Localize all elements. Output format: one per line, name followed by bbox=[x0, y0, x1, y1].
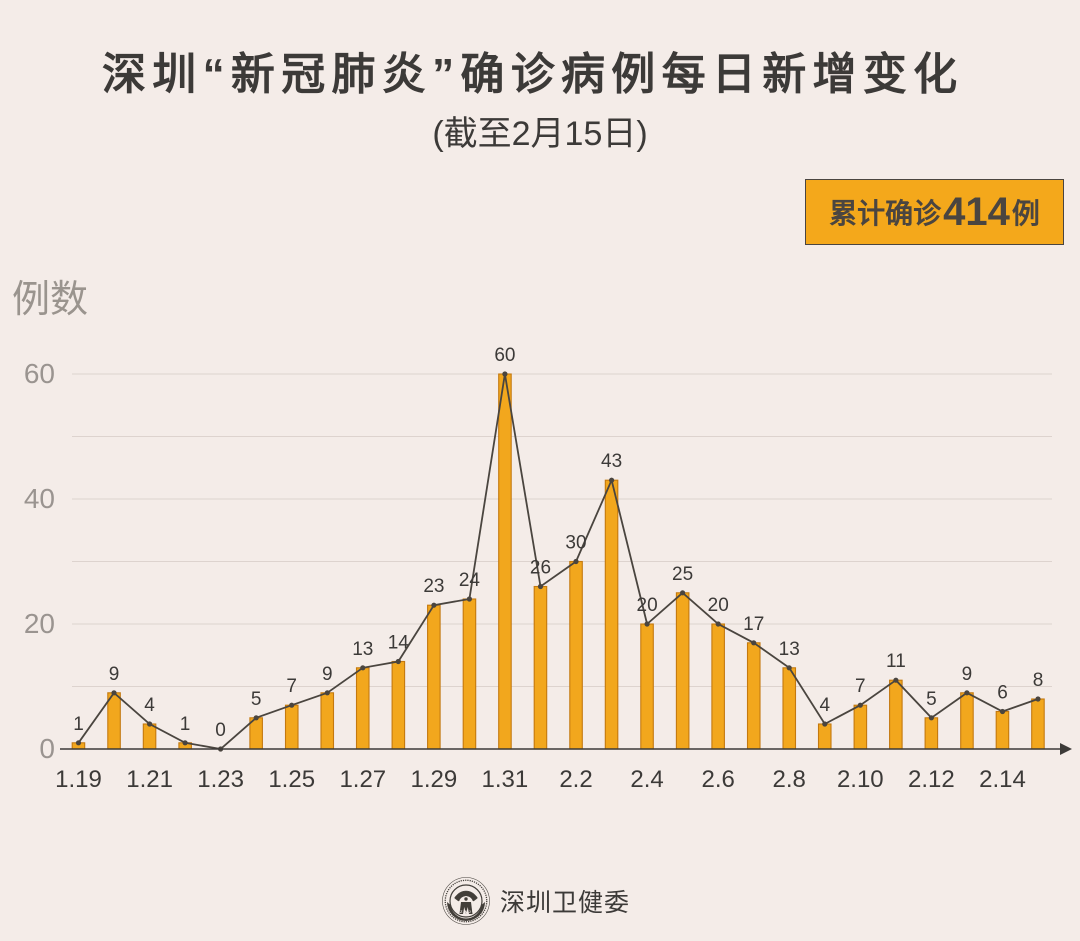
svg-text:1: 1 bbox=[180, 714, 191, 735]
svg-text:2.8: 2.8 bbox=[773, 766, 806, 793]
svg-text:1: 1 bbox=[73, 714, 84, 735]
svg-text:14: 14 bbox=[388, 633, 410, 654]
svg-text:2.14: 2.14 bbox=[979, 766, 1026, 793]
svg-text:5: 5 bbox=[926, 689, 937, 710]
svg-text:2.4: 2.4 bbox=[630, 766, 663, 793]
svg-text:24: 24 bbox=[459, 570, 481, 591]
svg-text:0: 0 bbox=[39, 733, 55, 764]
svg-text:60: 60 bbox=[24, 358, 55, 389]
svg-text:2.12: 2.12 bbox=[908, 766, 955, 793]
svg-text:9: 9 bbox=[322, 664, 333, 685]
svg-text:40: 40 bbox=[24, 483, 55, 514]
svg-text:13: 13 bbox=[779, 639, 800, 660]
svg-text:1.31: 1.31 bbox=[482, 766, 529, 793]
svg-text:2.10: 2.10 bbox=[837, 766, 884, 793]
svg-text:9: 9 bbox=[962, 664, 973, 685]
svg-text:1.27: 1.27 bbox=[339, 766, 386, 793]
svg-text:11: 11 bbox=[886, 651, 906, 672]
svg-text:30: 30 bbox=[565, 533, 586, 554]
svg-text:5: 5 bbox=[251, 689, 262, 710]
svg-text:17: 17 bbox=[743, 614, 764, 635]
svg-text:60: 60 bbox=[494, 345, 515, 366]
svg-text:25: 25 bbox=[672, 564, 693, 585]
svg-text:1.29: 1.29 bbox=[411, 766, 458, 793]
svg-text:9: 9 bbox=[109, 664, 120, 685]
svg-text:1.25: 1.25 bbox=[268, 766, 315, 793]
svg-text:7: 7 bbox=[286, 676, 297, 697]
svg-text:2.6: 2.6 bbox=[702, 766, 735, 793]
svg-text:2.2: 2.2 bbox=[559, 766, 592, 793]
svg-text:6: 6 bbox=[997, 683, 1008, 704]
svg-text:43: 43 bbox=[601, 451, 622, 472]
svg-text:1.19: 1.19 bbox=[55, 766, 102, 793]
svg-text:20: 20 bbox=[24, 608, 55, 639]
svg-text:4: 4 bbox=[820, 695, 831, 716]
svg-text:8: 8 bbox=[1033, 670, 1044, 691]
svg-text:7: 7 bbox=[855, 676, 866, 697]
svg-text:26: 26 bbox=[530, 558, 551, 579]
svg-text:1.21: 1.21 bbox=[126, 766, 173, 793]
svg-text:23: 23 bbox=[423, 576, 444, 597]
svg-text:20: 20 bbox=[708, 595, 729, 616]
svg-text:0: 0 bbox=[215, 720, 226, 741]
svg-text:13: 13 bbox=[352, 639, 373, 660]
svg-text:20: 20 bbox=[637, 595, 658, 616]
svg-text:4: 4 bbox=[144, 695, 155, 716]
svg-text:1.23: 1.23 bbox=[197, 766, 244, 793]
